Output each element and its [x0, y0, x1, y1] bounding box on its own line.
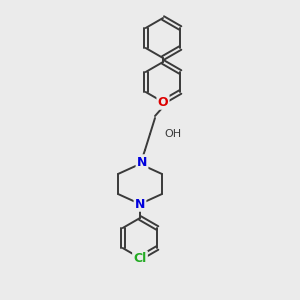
- Text: O: O: [158, 95, 168, 109]
- Text: N: N: [135, 197, 145, 211]
- Text: OH: OH: [164, 129, 181, 139]
- Text: Cl: Cl: [134, 251, 147, 265]
- Text: N: N: [137, 155, 147, 169]
